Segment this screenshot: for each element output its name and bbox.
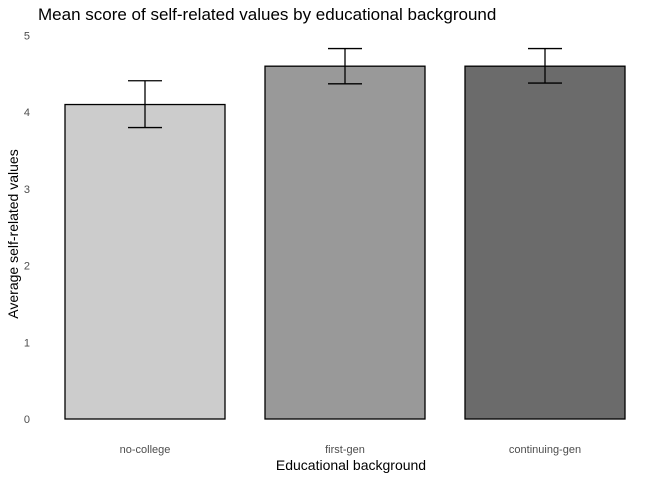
y-tick-label: 2 — [24, 261, 30, 273]
error-bar-first-gen — [328, 47, 362, 85]
x-axis-title: Educational background — [276, 457, 426, 473]
y-tick-label: 5 — [24, 31, 30, 43]
error-bar-continuing-gen — [528, 47, 562, 84]
error-bar-no-college — [128, 80, 162, 129]
bar-continuing-gen — [464, 65, 626, 420]
bar-no-college — [64, 103, 226, 420]
bars-layer — [64, 65, 626, 420]
x-tick-label: first-gen — [325, 444, 365, 456]
y-axis-title: Average self-related values — [5, 149, 21, 318]
y-tick-label: 0 — [24, 414, 30, 426]
y-tick-label: 4 — [24, 107, 30, 119]
y-tick-label: 3 — [24, 184, 30, 196]
x-tick-label: no-college — [120, 444, 171, 456]
error-bars-layer — [128, 47, 562, 129]
chart-title: Mean score of self-related values by edu… — [38, 5, 496, 24]
bar-first-gen — [264, 65, 426, 420]
y-tick-label: 1 — [24, 337, 30, 349]
x-axis-ticks: no-college first-gen continuing-gen — [120, 444, 581, 456]
x-tick-label: continuing-gen — [509, 444, 581, 456]
y-axis-ticks: 0 1 2 3 4 5 — [24, 31, 30, 427]
